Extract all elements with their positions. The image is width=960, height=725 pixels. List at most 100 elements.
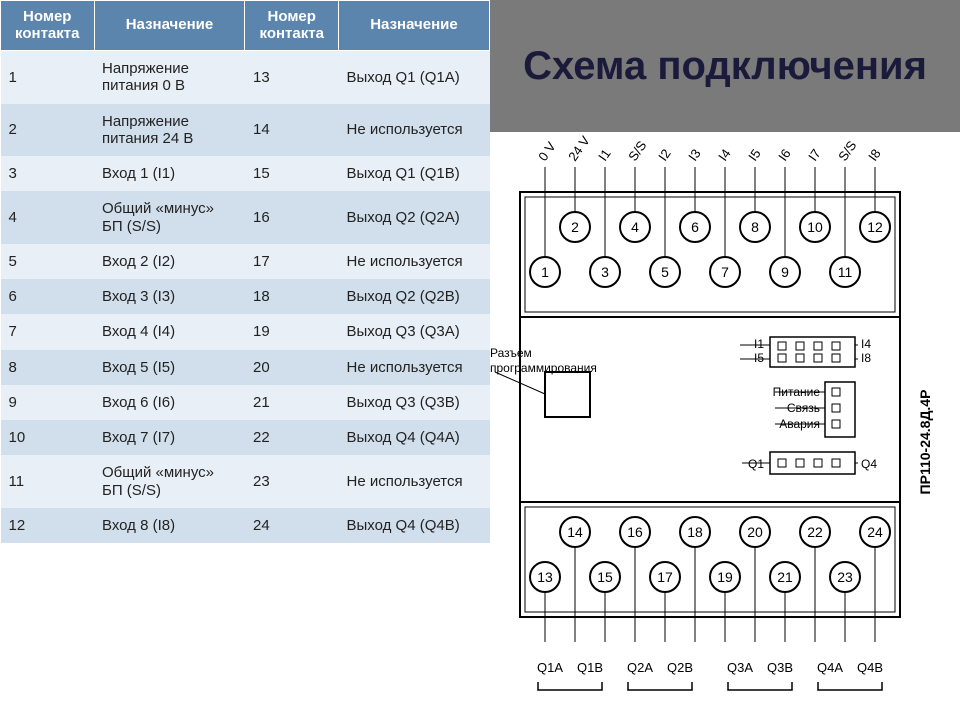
table-row: 5Вход 2 (I2)17Не используется — [1, 244, 490, 279]
svg-text:I5: I5 — [745, 146, 764, 163]
svg-text:I7: I7 — [805, 146, 824, 163]
table-cell: Выход Q1 (Q1A) — [338, 51, 489, 104]
table-cell: Вход 4 (I4) — [94, 314, 245, 349]
table-cell: 19 — [245, 314, 339, 349]
table-row: 6Вход 3 (I3)18Выход Q2 (Q2B) — [1, 279, 490, 314]
svg-text:17: 17 — [657, 569, 673, 585]
svg-text:Q4B: Q4B — [857, 660, 883, 675]
table-cell: 7 — [1, 314, 95, 349]
svg-text:Q3A: Q3A — [727, 660, 753, 675]
table-cell: 15 — [245, 156, 339, 191]
table-cell: 1 — [1, 51, 95, 104]
svg-text:20: 20 — [747, 524, 763, 540]
svg-text:I5: I5 — [754, 351, 764, 365]
svg-text:18: 18 — [687, 524, 703, 540]
svg-text:Q4: Q4 — [861, 457, 877, 471]
svg-text:Q1B: Q1B — [577, 660, 603, 675]
table-row: 4Общий «минус» БП (S/S)16Выход Q2 (Q2A) — [1, 191, 490, 244]
table-cell: 21 — [245, 385, 339, 420]
svg-text:23: 23 — [837, 569, 853, 585]
svg-text:I2: I2 — [655, 146, 674, 163]
svg-text:Q3B: Q3B — [767, 660, 793, 675]
col-header: Назначение — [338, 1, 489, 51]
table-cell: Напряжение питания 0 В — [94, 51, 245, 104]
table-cell: 23 — [245, 455, 339, 508]
table-row: 1Напряжение питания 0 В13Выход Q1 (Q1A) — [1, 51, 490, 104]
table-header-row: Номер контакта Назначение Номер контакта… — [1, 1, 490, 51]
svg-text:Разъем: Разъем — [490, 346, 532, 360]
svg-text:10: 10 — [807, 219, 823, 235]
svg-text:6: 6 — [691, 219, 699, 235]
table-row: 11Общий «минус» БП (S/S)23Не используетс… — [1, 455, 490, 508]
wiring-diagram: 0 V24 VI1S/SI2I3I4I5I6I7S/SI824681012135… — [490, 132, 960, 720]
page-title-bar: Схема подключения — [490, 0, 960, 132]
table-cell: Общий «минус» БП (S/S) — [94, 191, 245, 244]
table-cell: Вход 5 (I5) — [94, 350, 245, 385]
table-cell: Не используется — [338, 244, 489, 279]
svg-text:9: 9 — [781, 264, 789, 280]
svg-text:0 V: 0 V — [535, 139, 559, 164]
table-cell: 11 — [1, 455, 95, 508]
table-cell: Не используется — [338, 455, 489, 508]
table-cell: 14 — [245, 104, 339, 157]
table-cell: Вход 7 (I7) — [94, 420, 245, 455]
table-cell: Выход Q1 (Q1B) — [338, 156, 489, 191]
pinout-table: Номер контакта Назначение Номер контакта… — [0, 0, 490, 543]
table-cell: 10 — [1, 420, 95, 455]
col-header: Номер контакта — [245, 1, 339, 51]
svg-text:22: 22 — [807, 524, 823, 540]
col-header: Номер контакта — [1, 1, 95, 51]
table-cell: 2 — [1, 104, 95, 157]
table-cell: 24 — [245, 508, 339, 543]
table-cell: 3 — [1, 156, 95, 191]
table-cell: Не используется — [338, 104, 489, 157]
table-cell: Выход Q3 (Q3B) — [338, 385, 489, 420]
svg-text:I8: I8 — [865, 146, 884, 163]
table-row: 7Вход 4 (I4)19Выход Q3 (Q3A) — [1, 314, 490, 349]
svg-text:7: 7 — [721, 264, 729, 280]
svg-text:14: 14 — [567, 524, 583, 540]
svg-text:Q1A: Q1A — [537, 660, 563, 675]
table-cell: 13 — [245, 51, 339, 104]
svg-text:I4: I4 — [861, 337, 871, 351]
svg-text:1: 1 — [541, 264, 549, 280]
table-row: 8Вход 5 (I5)20Не используется — [1, 350, 490, 385]
table-cell: Вход 1 (I1) — [94, 156, 245, 191]
table-cell: 9 — [1, 385, 95, 420]
svg-text:21: 21 — [777, 569, 793, 585]
table-cell: Общий «минус» БП (S/S) — [94, 455, 245, 508]
table-row: 3Вход 1 (I1)15Выход Q1 (Q1B) — [1, 156, 490, 191]
table-cell: 12 — [1, 508, 95, 543]
svg-text:I6: I6 — [775, 146, 794, 163]
svg-text:I3: I3 — [685, 146, 704, 163]
svg-text:I1: I1 — [754, 337, 764, 351]
svg-text:Q2A: Q2A — [627, 660, 653, 675]
table-cell: 22 — [245, 420, 339, 455]
table-cell: Выход Q2 (Q2A) — [338, 191, 489, 244]
table-cell: 16 — [245, 191, 339, 244]
table-cell: Выход Q2 (Q2B) — [338, 279, 489, 314]
svg-text:Q4A: Q4A — [817, 660, 843, 675]
svg-text:16: 16 — [627, 524, 643, 540]
svg-text:15: 15 — [597, 569, 613, 585]
table-cell: Выход Q4 (Q4B) — [338, 508, 489, 543]
svg-text:4: 4 — [631, 219, 639, 235]
svg-text:24 V: 24 V — [565, 133, 593, 164]
svg-text:программирования: программирования — [490, 361, 597, 375]
svg-text:Q1: Q1 — [748, 457, 764, 471]
svg-text:5: 5 — [661, 264, 669, 280]
table-cell: 8 — [1, 350, 95, 385]
table-row: 12Вход 8 (I8)24Выход Q4 (Q4B) — [1, 508, 490, 543]
svg-text:2: 2 — [571, 219, 579, 235]
table-cell: Вход 8 (I8) — [94, 508, 245, 543]
table-row: 10Вход 7 (I7)22Выход Q4 (Q4A) — [1, 420, 490, 455]
svg-text:11: 11 — [838, 264, 853, 280]
table-row: 2Напряжение питания 24 В14Не используетс… — [1, 104, 490, 157]
svg-text:13: 13 — [537, 569, 553, 585]
svg-text:I1: I1 — [595, 146, 614, 163]
table-cell: Вход 2 (I2) — [94, 244, 245, 279]
svg-text:ПР110-24.8Д.4Р: ПР110-24.8Д.4Р — [917, 390, 933, 495]
table-cell: Выход Q4 (Q4A) — [338, 420, 489, 455]
table-cell: Вход 6 (I6) — [94, 385, 245, 420]
table-row: 9Вход 6 (I6)21Выход Q3 (Q3B) — [1, 385, 490, 420]
